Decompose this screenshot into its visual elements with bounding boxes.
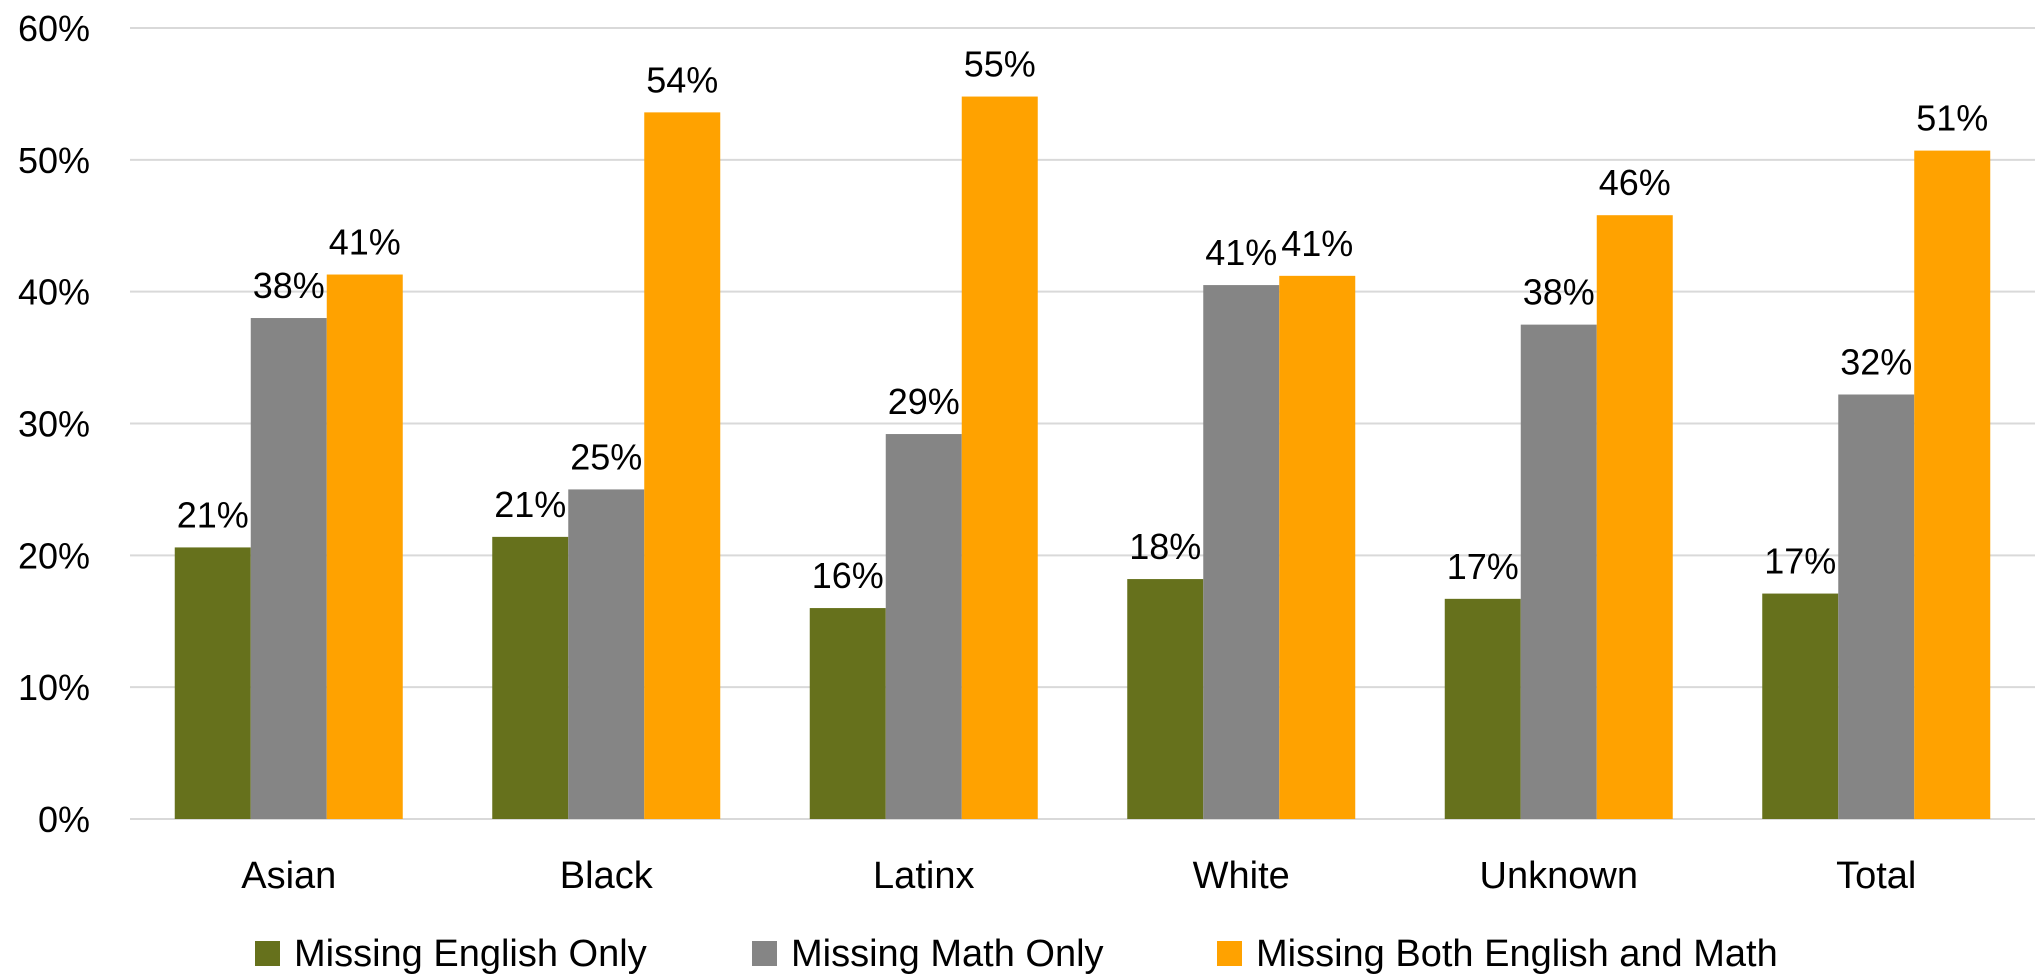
category-label: Unknown: [1480, 855, 1638, 897]
category-label: Latinx: [873, 855, 974, 897]
bars: [174, 96, 1991, 820]
y-axis-tick-labels: 0% 10% 20% 30% 40% 50% 60%: [18, 8, 90, 840]
bar: [1279, 275, 1356, 819]
bar: [644, 112, 721, 819]
y-tick-label: 10%: [18, 667, 90, 708]
data-label: 38%: [253, 265, 325, 306]
category-label: Total: [1836, 855, 1916, 897]
category-label: White: [1193, 855, 1290, 897]
bar: [492, 536, 569, 819]
data-label: 32%: [1840, 341, 1912, 382]
bar: [1914, 150, 1991, 820]
data-label: 41%: [1281, 223, 1353, 264]
data-label: 16%: [812, 555, 884, 596]
y-tick-label: 40%: [18, 272, 90, 313]
bar: [568, 489, 645, 819]
category-label: Black: [560, 855, 654, 897]
data-label: 54%: [646, 59, 718, 100]
legend-label: Missing English Only: [294, 933, 647, 975]
bar: [174, 547, 251, 819]
data-labels: 21%38%41%21%25%54%16%29%55%18%41% 41%17%3…: [177, 44, 1989, 597]
legend-swatch: [255, 941, 280, 966]
legend-swatch: [1217, 941, 1242, 966]
legend-item: Missing Both English and Math: [1217, 933, 1778, 975]
bar: [250, 318, 327, 819]
bar: [885, 434, 962, 819]
y-tick-label: 20%: [18, 535, 90, 576]
y-tick-label: 30%: [18, 404, 90, 445]
data-label: 41%: [329, 222, 401, 263]
legend-item: Missing Math Only: [752, 933, 1104, 975]
data-label: 51%: [1916, 98, 1988, 139]
bar: [1838, 394, 1915, 819]
bar: [1596, 215, 1673, 819]
gridlines: [130, 27, 2035, 820]
bar: [1444, 598, 1521, 819]
y-tick-label: 50%: [18, 140, 90, 181]
data-label: 29%: [888, 381, 960, 422]
category-label: Asian: [241, 855, 336, 897]
bar: [1203, 285, 1280, 819]
legend-swatch: [752, 941, 777, 966]
data-label: 41%: [1205, 232, 1277, 273]
data-label: 21%: [494, 484, 566, 525]
legend-item: Missing English Only: [255, 933, 647, 975]
legend-label: Missing Math Only: [791, 933, 1104, 975]
y-tick-label: 60%: [18, 8, 90, 49]
data-label: 18%: [1129, 526, 1201, 567]
bar: [961, 96, 1038, 819]
bar: [326, 274, 403, 819]
data-label: 17%: [1447, 546, 1519, 587]
data-label: 46%: [1599, 162, 1671, 203]
bar: [1762, 593, 1839, 819]
bar: [1520, 324, 1597, 819]
legend-label: Missing Both English and Math: [1256, 933, 1778, 975]
bar: [809, 608, 886, 819]
data-label: 17%: [1764, 541, 1836, 582]
y-tick-label: 0%: [38, 799, 90, 840]
data-label: 25%: [570, 436, 642, 477]
bar: [1127, 579, 1204, 819]
data-label: 21%: [177, 494, 249, 535]
legend: Missing English Only Missing Math Only Mis…: [255, 933, 1778, 975]
data-label: 38%: [1523, 272, 1595, 313]
x-axis-category-labels: Asian Black Latinx White Unknown Total: [241, 855, 1916, 897]
data-label: 55%: [964, 44, 1036, 85]
